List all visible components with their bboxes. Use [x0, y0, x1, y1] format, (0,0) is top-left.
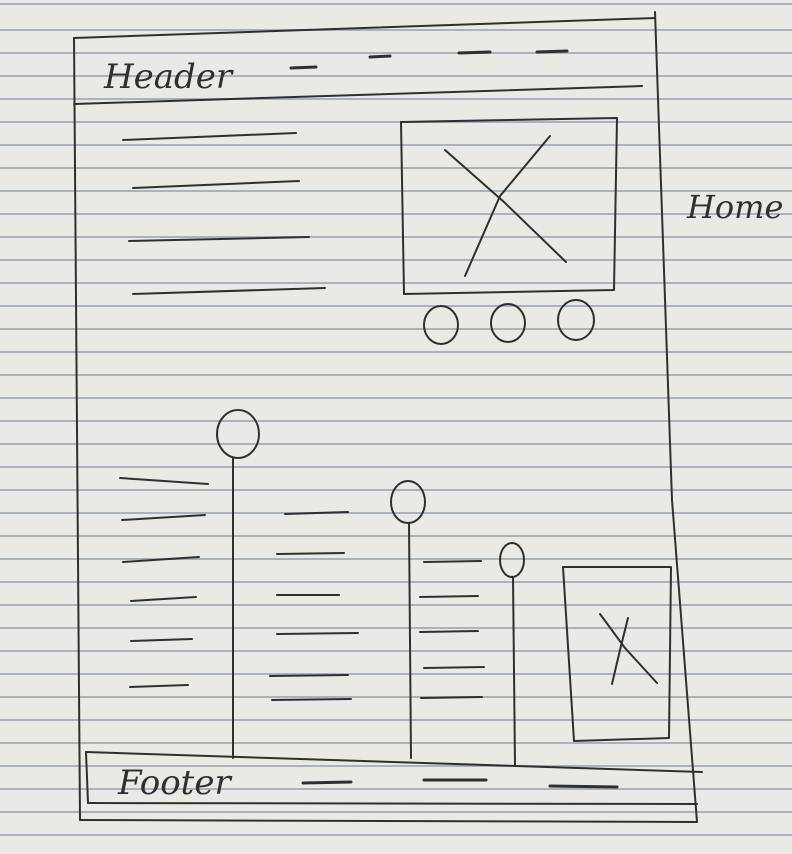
- image-placeholder-icon: [599, 613, 658, 685]
- footer-link[interactable]: [301, 780, 353, 785]
- text-line: [271, 698, 352, 701]
- text-line: [419, 630, 479, 633]
- text-line: [130, 596, 197, 602]
- text-line: [128, 236, 310, 242]
- header-nav-link[interactable]: [289, 65, 318, 70]
- text-line: [130, 638, 193, 642]
- footer-links: [301, 778, 619, 789]
- footer-bar: Footer: [85, 751, 703, 805]
- image-placeholder-icon: [444, 135, 567, 277]
- image-carousel: [400, 117, 618, 345]
- carousel-dots[interactable]: [423, 299, 595, 345]
- pin-marker-2: [390, 480, 426, 759]
- text-line: [122, 556, 200, 563]
- pin-marker-1: [216, 409, 260, 759]
- home-page-note: Home: [686, 188, 783, 226]
- text-line: [122, 132, 297, 141]
- image-card-frame: [562, 566, 672, 742]
- text-line: [269, 674, 349, 677]
- carousel-dot-icon[interactable]: [423, 305, 459, 345]
- carousel-dot-icon[interactable]: [490, 303, 526, 343]
- footer-label: Footer: [117, 763, 232, 803]
- content-column-1: [119, 409, 260, 759]
- header-label: Header: [103, 57, 234, 97]
- header-nav-link[interactable]: [457, 50, 492, 55]
- footer-link[interactable]: [548, 784, 619, 789]
- carousel-image-frame: [400, 117, 618, 295]
- header-nav-links: [289, 49, 569, 70]
- header-nav-link[interactable]: [368, 54, 392, 59]
- text-line: [119, 477, 209, 485]
- intro-text-block: [122, 132, 326, 295]
- pin-marker-icon: [499, 542, 525, 578]
- content-column-3: [419, 542, 525, 767]
- carousel-dot-icon[interactable]: [557, 299, 595, 341]
- header-nav-link[interactable]: [535, 49, 569, 54]
- text-line: [420, 696, 483, 699]
- pin-marker-icon: [216, 409, 260, 459]
- text-line: [276, 552, 345, 555]
- pin-marker-3: [499, 542, 525, 767]
- pin-marker-icon: [390, 480, 426, 524]
- page-frame: [73, 11, 698, 823]
- image-card: [562, 566, 672, 742]
- text-line: [121, 514, 206, 521]
- text-line: [276, 632, 359, 635]
- text-line: [132, 180, 300, 189]
- text-line: [284, 511, 349, 515]
- text-line: [132, 287, 326, 295]
- content-column-2: [269, 480, 426, 759]
- text-line: [419, 595, 479, 598]
- text-line: [423, 666, 485, 669]
- text-line: [423, 560, 482, 563]
- text-line: [129, 684, 189, 688]
- header-bar: Header: [73, 49, 643, 105]
